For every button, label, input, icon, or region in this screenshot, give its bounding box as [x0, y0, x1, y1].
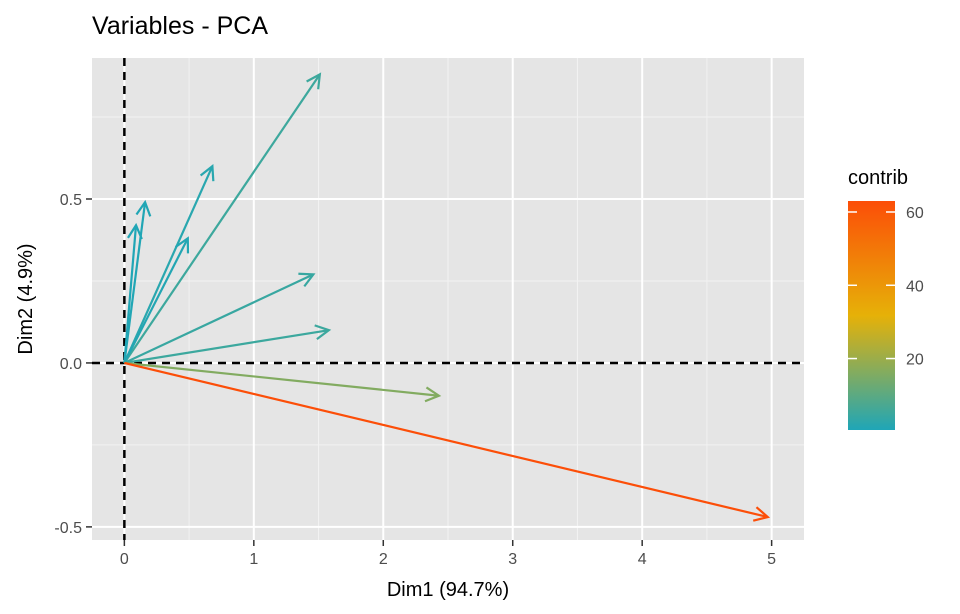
arrow-head: [135, 199, 152, 217]
chart-title: Variables - PCA: [92, 12, 268, 40]
legend-title: contrib: [848, 167, 908, 189]
x-tick-label: 0: [120, 551, 129, 568]
variable-arrow: [123, 72, 322, 364]
arrow-head: [306, 72, 322, 90]
arrow-head: [752, 506, 771, 522]
arrow-shaft: [123, 237, 189, 364]
x-tick-label: 3: [508, 551, 517, 568]
minor-gridlines: [92, 58, 804, 540]
legend-colorbar: [848, 201, 895, 430]
variable-arrow: [123, 164, 215, 364]
arrow-shaft: [124, 329, 330, 365]
y-tick-label: 0.5: [60, 192, 82, 209]
x-tick-label: 1: [249, 551, 258, 568]
y-tick-label: 0.0: [60, 356, 82, 373]
arrow-shaft: [123, 225, 138, 364]
arrow-head: [298, 272, 316, 288]
legend: contrib 20 40 60: [848, 167, 924, 430]
x-axis-title: Dim1 (94.7%): [387, 579, 509, 601]
x-axis-ticks: 0 1 2 3 4 5: [120, 540, 776, 568]
arrow-shaft: [123, 165, 214, 364]
variable-vectors: [123, 72, 771, 522]
arrow-head: [127, 222, 143, 240]
x-tick-label: 5: [767, 551, 776, 568]
arrow-head: [199, 164, 215, 182]
arrow-head: [314, 324, 332, 341]
arrow-head: [424, 386, 442, 403]
arrow-shaft: [124, 361, 440, 397]
arrow-shaft: [123, 73, 321, 364]
arrow-shaft: [123, 202, 147, 364]
y-tick-label: -0.5: [54, 520, 82, 537]
y-axis-ticks: -0.5 0.0 0.5: [54, 192, 92, 537]
arrow-shaft: [124, 361, 769, 519]
variable-arrow: [123, 222, 143, 364]
arrow-shaft: [123, 273, 314, 364]
arrow-head: [174, 236, 190, 254]
variable-arrow: [123, 199, 152, 364]
variable-arrow: [124, 324, 332, 365]
legend-tick-label: 20: [906, 352, 924, 369]
x-tick-label: 2: [379, 551, 388, 568]
reference-lines: [92, 58, 804, 540]
variable-arrow: [123, 272, 316, 364]
variable-arrow: [124, 361, 442, 403]
legend-ticks: 20 40 60: [848, 205, 924, 369]
y-axis-title: Dim2 (4.9%): [15, 243, 37, 354]
variable-arrow: [124, 361, 771, 522]
legend-tick-label: 40: [906, 278, 924, 295]
legend-tick-label: 60: [906, 205, 924, 222]
variable-arrow: [123, 236, 190, 364]
x-tick-label: 4: [638, 551, 647, 568]
